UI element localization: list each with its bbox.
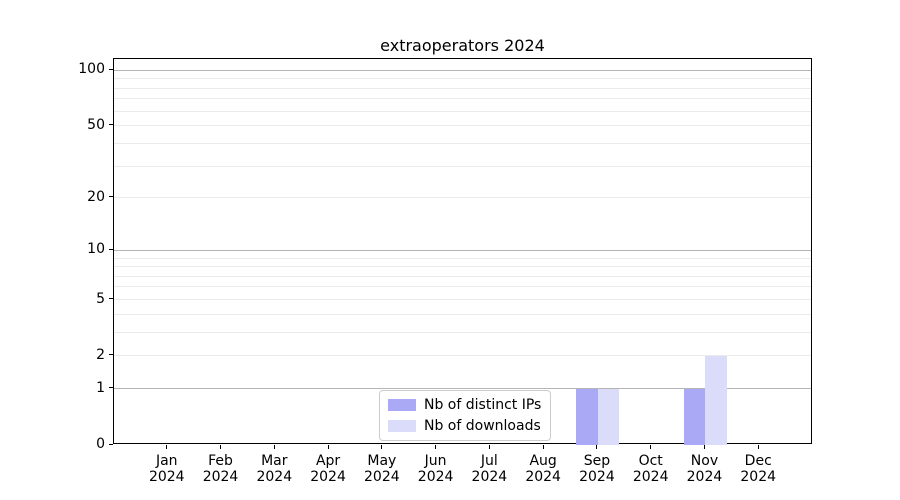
- x-tick-label-year: 2024: [310, 469, 346, 485]
- gridline-minor: [114, 125, 811, 127]
- gridline-minor: [114, 257, 811, 259]
- gridline-major: [114, 249, 811, 251]
- y-tick-mark: [109, 196, 113, 198]
- legend-item-downloads: Nb of downloads: [388, 418, 541, 434]
- y-tick-label: 0: [96, 436, 105, 452]
- y-tick-mark: [109, 124, 113, 126]
- x-tick-label-year: 2024: [632, 469, 669, 485]
- plot-area: Nb of distinct IPs Nb of downloads: [113, 58, 812, 445]
- gridline-minor: [114, 286, 811, 288]
- y-tick-label: 1: [96, 379, 105, 396]
- x-tick-mark: [435, 445, 437, 449]
- x-tick-label: Jan 2024: [137, 453, 197, 485]
- x-tick-mark: [596, 445, 598, 449]
- legend-label-distinct-ips: Nb of distinct IPs: [424, 397, 542, 413]
- gridline-minor: [114, 299, 811, 300]
- x-tick-label-year: 2024: [740, 469, 777, 485]
- x-tick-label: Apr 2024: [298, 453, 358, 485]
- x-tick-label-year: 2024: [579, 469, 615, 485]
- x-tick-label-year: 2024: [148, 469, 185, 485]
- gridline-minor: [114, 197, 811, 199]
- bar-downloads: [597, 388, 620, 445]
- y-tick-label: 20: [87, 188, 105, 205]
- x-tick-label-year: 2024: [686, 469, 723, 485]
- y-tick-mark: [109, 387, 113, 389]
- x-tick-label: Mar 2024: [244, 453, 304, 485]
- x-tick-label: Aug 2024: [513, 453, 573, 485]
- y-tick-label: 100: [78, 61, 105, 78]
- x-tick-mark: [381, 445, 383, 449]
- legend-label-downloads: Nb of downloads: [424, 418, 541, 434]
- y-tick-mark: [109, 443, 113, 445]
- gridline-minor: [114, 313, 811, 315]
- gridline-minor: [114, 355, 811, 357]
- x-tick-label-year: 2024: [525, 469, 561, 485]
- y-tick-label: 2: [96, 346, 105, 363]
- x-tick-mark: [650, 445, 652, 449]
- gridline-minor: [114, 331, 811, 333]
- x-tick-mark: [166, 445, 168, 449]
- y-tick-label: 10: [87, 241, 105, 258]
- gridline-minor: [114, 78, 811, 80]
- gridline-minor: [114, 266, 811, 268]
- x-tick-label: May 2024: [352, 453, 412, 485]
- y-tick-label: 5: [96, 290, 105, 307]
- x-tick-label-year: 2024: [417, 469, 454, 485]
- gridline-major: [114, 388, 811, 390]
- gridline-minor: [114, 98, 811, 100]
- gridline-major: [114, 69, 811, 71]
- y-tick-mark: [109, 354, 113, 356]
- bar-distinct-ips: [576, 388, 598, 445]
- x-tick-mark: [327, 445, 329, 449]
- bar-downloads: [705, 355, 727, 445]
- legend: Nb of distinct IPs Nb of downloads: [379, 390, 552, 441]
- x-tick-label-year: 2024: [256, 469, 293, 485]
- y-tick-mark: [109, 298, 113, 299]
- x-tick-mark: [757, 445, 759, 449]
- y-tick-label: 50: [87, 116, 105, 133]
- legend-item-distinct-ips: Nb of distinct IPs: [388, 397, 541, 413]
- x-tick-label: Jun 2024: [406, 453, 466, 485]
- x-tick-label-year: 2024: [364, 469, 400, 485]
- gridline-minor: [114, 275, 811, 277]
- bar-distinct-ips: [683, 388, 706, 445]
- gridline-minor: [114, 87, 811, 89]
- gridline-minor: [114, 110, 811, 112]
- chart-title: extraoperators 2024: [380, 36, 545, 55]
- x-tick-label: Feb 2024: [191, 453, 251, 485]
- gridline-minor: [114, 142, 811, 144]
- x-tick-mark: [488, 445, 490, 449]
- x-tick-label: Jul 2024: [459, 453, 519, 485]
- y-tick-mark: [109, 68, 113, 70]
- downloads-swatch-icon: [388, 420, 416, 432]
- x-tick-label-year: 2024: [471, 469, 508, 485]
- distinct-ips-swatch-icon: [388, 399, 416, 411]
- x-tick-mark: [220, 445, 222, 449]
- x-tick-mark: [273, 445, 275, 449]
- x-tick-label: Nov 2024: [674, 453, 734, 485]
- x-tick-mark: [542, 445, 544, 449]
- x-tick-label: Oct 2024: [621, 453, 681, 485]
- x-tick-mark: [703, 445, 705, 449]
- y-tick-mark: [109, 248, 113, 250]
- x-tick-label-year: 2024: [202, 469, 239, 485]
- x-tick-label: Sep 2024: [567, 453, 627, 485]
- gridline-minor: [114, 165, 811, 167]
- x-tick-label: Dec 2024: [728, 453, 788, 485]
